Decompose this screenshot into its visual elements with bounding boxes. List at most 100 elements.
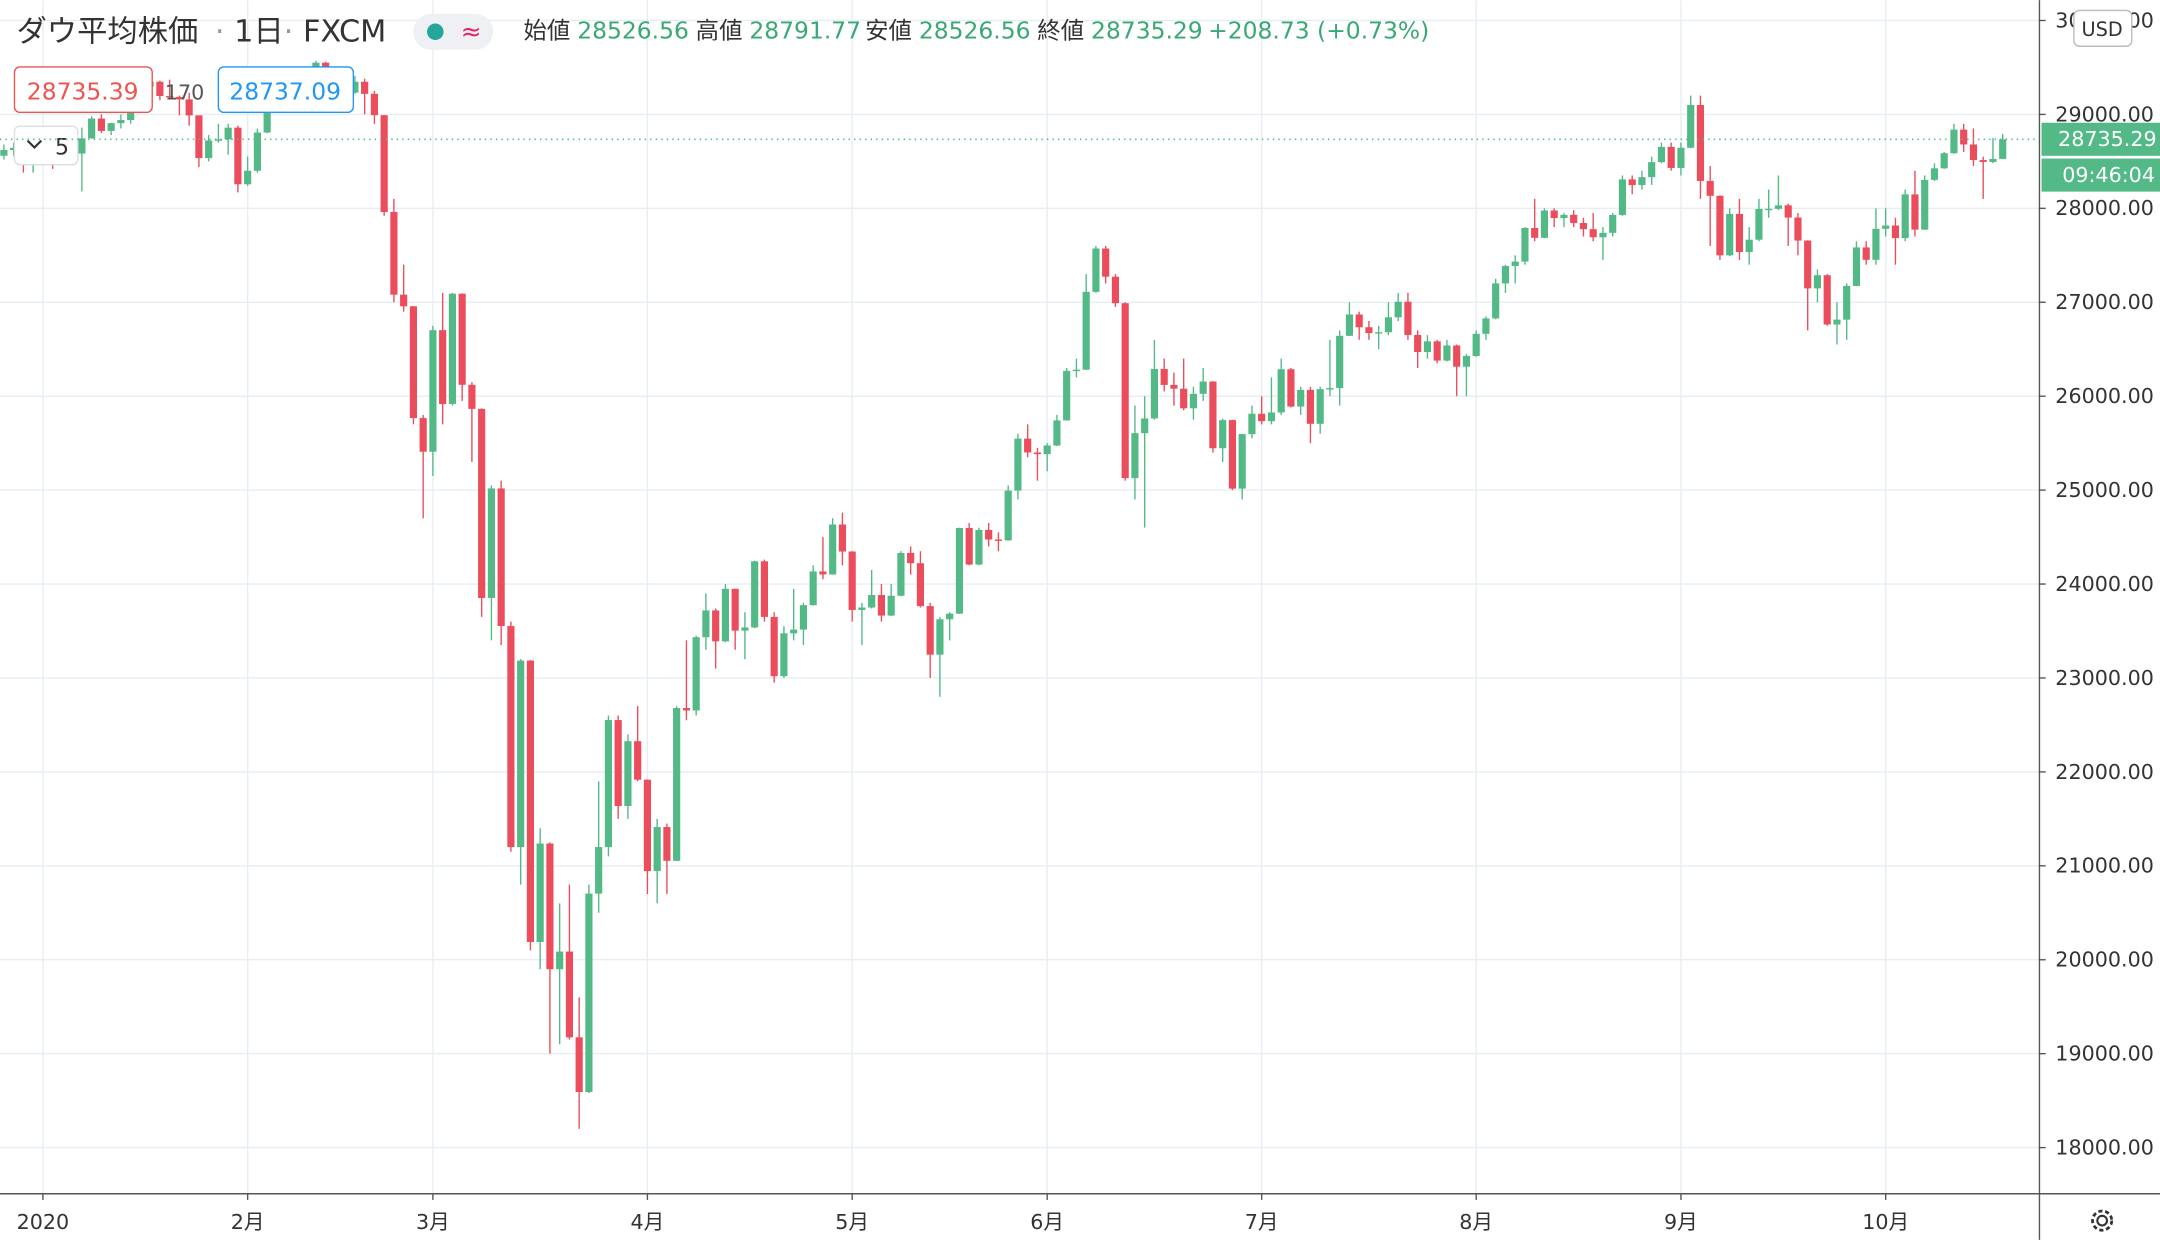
y-tick-label: 24000.00 bbox=[2055, 572, 2154, 596]
status-badge[interactable] bbox=[413, 13, 494, 50]
candle-body bbox=[390, 212, 398, 295]
y-tick-label: 27000.00 bbox=[2055, 290, 2154, 314]
candle-body bbox=[429, 330, 437, 452]
currency-badge[interactable] bbox=[2073, 9, 2133, 47]
y-tick-label: 25000.00 bbox=[2055, 478, 2154, 502]
candle-body bbox=[1150, 368, 1159, 419]
candle-body bbox=[1677, 147, 1685, 168]
chevron-icon bbox=[26, 139, 43, 150]
candle-body bbox=[1462, 355, 1471, 367]
gear-outer bbox=[2091, 1209, 2114, 1232]
candle-body bbox=[1170, 384, 1178, 389]
candle-body bbox=[0, 150, 8, 156]
candle-body bbox=[1443, 345, 1451, 361]
candle-body bbox=[556, 951, 564, 970]
candle-body bbox=[1852, 247, 1861, 286]
candle-body bbox=[1131, 433, 1139, 479]
candle-body bbox=[458, 293, 466, 385]
candle-body bbox=[1687, 105, 1695, 148]
candle-body bbox=[653, 827, 661, 872]
candle-body bbox=[400, 294, 408, 307]
candle-body bbox=[673, 708, 681, 861]
candle-body bbox=[1082, 291, 1090, 370]
candle-body bbox=[702, 610, 710, 638]
candle-body bbox=[1384, 317, 1393, 333]
candle-body bbox=[195, 115, 203, 159]
candle-body bbox=[1765, 208, 1773, 211]
indicator-count: 5 bbox=[55, 135, 69, 160]
candle-body bbox=[877, 595, 886, 616]
x-tick-label: 2020 bbox=[17, 1210, 70, 1234]
candle-body bbox=[1228, 420, 1237, 489]
y-tick-label: 29000.00 bbox=[2055, 102, 2154, 126]
candle-body bbox=[1111, 276, 1120, 304]
candle-body bbox=[614, 720, 622, 806]
candle-body bbox=[1667, 146, 1675, 168]
candle-body bbox=[1024, 438, 1032, 453]
candle-body bbox=[897, 552, 905, 596]
candle-body bbox=[107, 123, 115, 131]
candle-body bbox=[156, 81, 164, 97]
candle-body bbox=[127, 111, 135, 121]
x-tick-label: 10月 bbox=[1862, 1210, 1909, 1234]
candle-body bbox=[117, 120, 125, 124]
candle-body bbox=[234, 127, 242, 185]
last-price-label: 28735.29 bbox=[2058, 127, 2157, 151]
candle-body bbox=[1531, 227, 1539, 238]
status-dot bbox=[427, 23, 444, 41]
candle-body bbox=[1560, 214, 1568, 219]
y-tick-label: 21000.00 bbox=[2055, 854, 2154, 878]
candle-body bbox=[1345, 314, 1354, 336]
candle-body bbox=[731, 588, 739, 631]
candle-body bbox=[682, 708, 690, 711]
candle-body bbox=[604, 720, 612, 848]
close-value: 28735.29 bbox=[1091, 17, 1203, 45]
candle-body bbox=[1862, 247, 1870, 260]
candle-body bbox=[1482, 318, 1490, 334]
candle-body bbox=[1921, 179, 1929, 230]
candle-body bbox=[799, 605, 808, 630]
candle-body bbox=[1735, 213, 1744, 253]
candle-body bbox=[1033, 452, 1042, 455]
candle-body bbox=[1258, 413, 1266, 422]
axis-overlay: 28735.29 09:46:04 bbox=[0, 122, 2160, 192]
open-label: 始値 bbox=[523, 17, 570, 45]
candle-body bbox=[1453, 345, 1461, 367]
candle-body bbox=[1609, 214, 1617, 233]
candle-body bbox=[1423, 341, 1432, 353]
candle-body bbox=[916, 563, 925, 607]
candle-body bbox=[205, 140, 213, 159]
high-label: 高値 bbox=[696, 17, 743, 45]
candle-body bbox=[1316, 389, 1324, 424]
header: ダウ平均株価 · 1日 · FXCM ≈ 始値 28526.56 高値 2879… bbox=[13, 13, 1429, 166]
candle-body bbox=[1043, 445, 1051, 455]
candle-body bbox=[214, 139, 222, 141]
indicator-toggle[interactable] bbox=[13, 125, 79, 166]
candle-body bbox=[1180, 388, 1188, 409]
candle-body bbox=[1794, 217, 1802, 241]
candle-body bbox=[1969, 144, 1978, 161]
candle-body bbox=[448, 293, 456, 404]
candle-body bbox=[1414, 334, 1422, 353]
candle-body bbox=[809, 571, 817, 606]
candle-body bbox=[1784, 205, 1792, 218]
sell-price: 28735.39 bbox=[27, 77, 139, 105]
candle-body bbox=[887, 595, 895, 616]
separator: · bbox=[215, 14, 225, 49]
candle-body bbox=[1394, 301, 1402, 318]
x-tick-label: 6月 bbox=[1030, 1210, 1064, 1234]
candle-body bbox=[1004, 490, 1012, 541]
candle-body bbox=[965, 527, 973, 565]
sell-button[interactable] bbox=[13, 66, 153, 114]
candle-body bbox=[1882, 225, 1890, 229]
candle-body bbox=[224, 127, 232, 140]
candle-body bbox=[1297, 389, 1305, 407]
last-price-tag bbox=[2041, 122, 2160, 156]
candle-body bbox=[1472, 333, 1480, 356]
buy-button[interactable] bbox=[217, 66, 355, 114]
candle-body bbox=[1999, 139, 2007, 159]
candle-body bbox=[497, 488, 505, 627]
candle-body bbox=[1579, 222, 1588, 230]
settings-icon[interactable] bbox=[2091, 1209, 2114, 1232]
